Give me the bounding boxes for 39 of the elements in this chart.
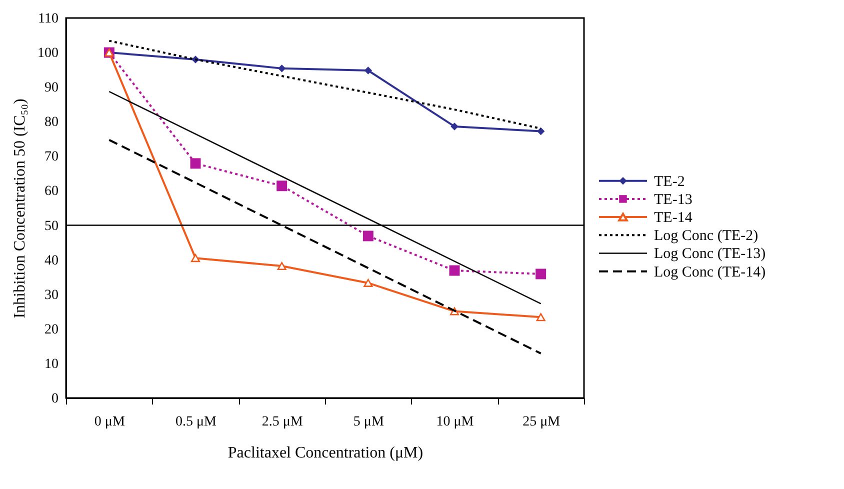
- y-tick-label: 20: [44, 322, 58, 338]
- x-tick-label: 2.5 μM: [262, 414, 304, 430]
- y-tick-label: 110: [38, 12, 58, 26]
- y-tick-label: 80: [44, 115, 58, 130]
- point: [450, 122, 458, 130]
- point: [449, 265, 460, 276]
- y-tick-label: 40: [44, 253, 58, 268]
- y-tick-label: 0: [52, 392, 58, 406]
- y-tick-label: 50: [44, 218, 58, 234]
- x-axis-title: Paclitaxel Concentration (μM): [228, 444, 424, 462]
- point: [190, 254, 200, 262]
- point: [190, 158, 201, 169]
- y-tick-label: 60: [44, 184, 58, 200]
- legend-label: TE-2: [654, 174, 685, 190]
- legend-label: TE-13: [654, 192, 692, 208]
- point: [277, 262, 286, 270]
- legend-label: TE-14: [654, 210, 693, 226]
- x-tick-label: 25 μM: [522, 414, 561, 430]
- point: [364, 278, 373, 287]
- legend-label: Log Conc (TE-2): [654, 228, 758, 244]
- x-tick-label: 5 μM: [353, 414, 384, 430]
- y-tick-label: 10: [44, 356, 58, 372]
- point: [536, 127, 545, 136]
- point: [364, 66, 372, 74]
- point: [278, 64, 286, 72]
- y-tick-label: 90: [44, 80, 58, 96]
- legend-label: Log Conc (TE-13): [654, 246, 766, 262]
- point: [362, 230, 374, 242]
- x-tick-label: 0.5 μM: [176, 414, 218, 430]
- point: [536, 313, 546, 322]
- y-tick-label: 70: [44, 150, 58, 165]
- x-tick-label: 10 μM: [436, 414, 474, 430]
- x-tick-label: 0 μM: [94, 414, 126, 430]
- y-axis-title: Inhibition Concentration 50 (IC₅₀): [12, 98, 28, 318]
- point: [276, 180, 288, 192]
- legend-label: Log Conc (TE-14): [654, 264, 766, 280]
- y-tick-label: 100: [38, 46, 58, 62]
- y-tick-label: 30: [44, 288, 58, 303]
- point: [536, 268, 546, 280]
